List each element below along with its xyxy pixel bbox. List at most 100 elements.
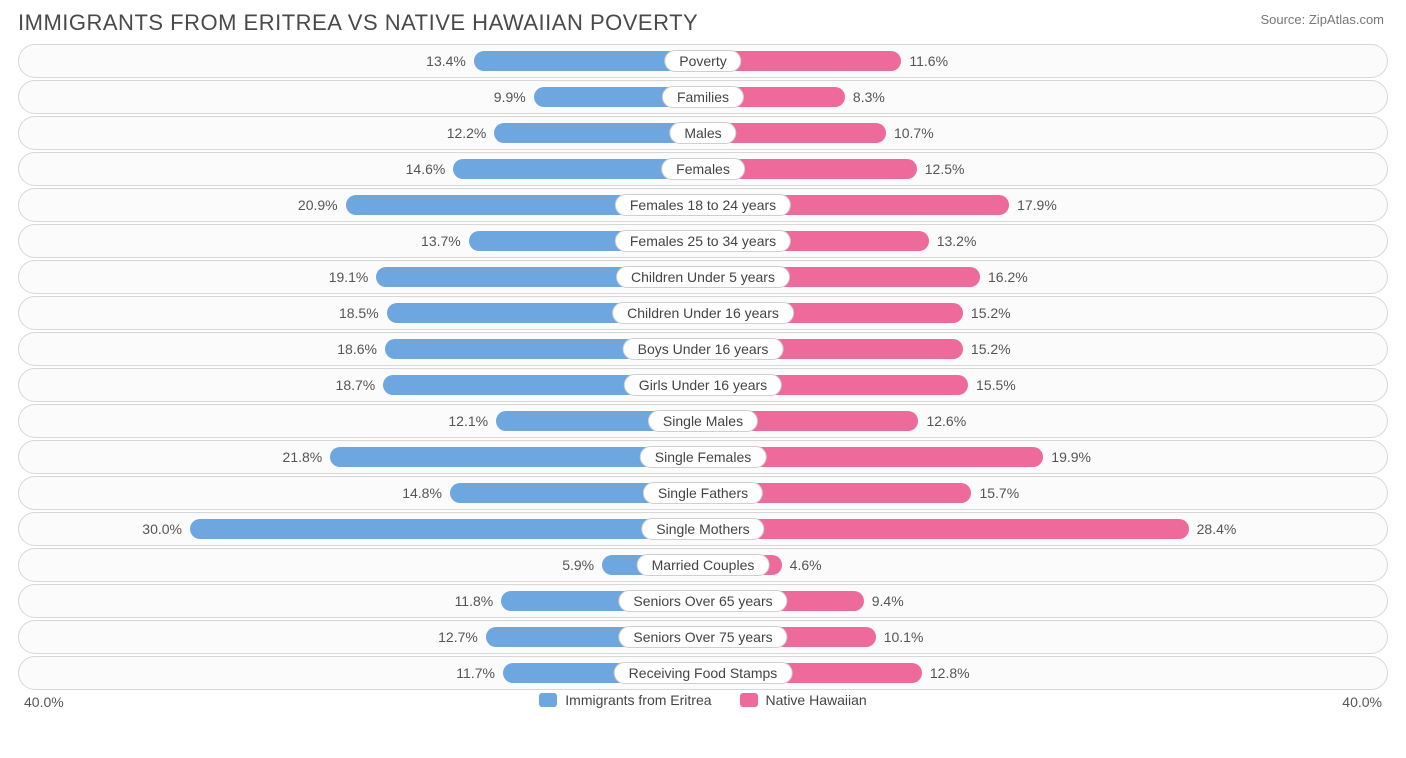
right-percent-label: 12.5% — [925, 161, 965, 177]
legend-swatch-right — [740, 693, 758, 707]
right-percent-label: 8.3% — [853, 89, 885, 105]
chart-row: 19.1%16.2%Children Under 5 years — [18, 260, 1388, 294]
left-percent-label: 9.9% — [494, 89, 526, 105]
chart-title: IMMIGRANTS FROM ERITREA VS NATIVE HAWAII… — [18, 10, 1388, 36]
legend-label-left: Immigrants from Eritrea — [565, 692, 711, 708]
chart-row: 20.9% 17.9% Females 18 to 24 years — [18, 188, 1388, 222]
row-left-half: 11.8% — [19, 585, 703, 617]
left-percent-label: 13.7% — [421, 233, 461, 249]
category-label: Males — [669, 122, 736, 144]
left-percent-label: 13.4% — [426, 53, 466, 69]
left-percent-label: 19.1% — [329, 269, 369, 285]
right-percent-label: 12.6% — [926, 413, 966, 429]
row-left-half: 18.5% — [19, 297, 703, 329]
chart-row: 12.2% 10.7% Males — [18, 116, 1388, 150]
category-label: Girls Under 16 years — [624, 374, 782, 396]
chart-row: 12.7% 10.1% Seniors Over 75 years — [18, 620, 1388, 654]
right-percent-label: 15.2% — [971, 305, 1011, 321]
row-left-half: 14.8% — [19, 477, 703, 509]
category-label: Families — [662, 86, 744, 108]
right-percent-label: 19.9% — [1051, 449, 1091, 465]
chart-row: 13.4% 11.6% Poverty — [18, 44, 1388, 78]
chart-row: 13.7% 13.2% Females 25 to 34 years — [18, 224, 1388, 258]
right-percent-label: 15.7% — [979, 485, 1019, 501]
category-label: Receiving Food Stamps — [614, 662, 793, 684]
row-right-half: 12.6% — [703, 405, 1387, 437]
row-left-half: 12.1% — [19, 405, 703, 437]
row-left-half: 30.0% — [19, 513, 703, 545]
left-percent-label: 12.7% — [438, 629, 478, 645]
right-percent-label: 15.2% — [971, 341, 1011, 357]
chart-row: 18.7% 15.5%Girls Under 16 years — [18, 368, 1388, 402]
row-left-half: 19.1% — [19, 261, 703, 293]
category-label: Single Females — [640, 446, 767, 468]
left-percent-label: 5.9% — [562, 557, 594, 573]
source-attribution: Source: ZipAtlas.com — [1260, 12, 1384, 27]
category-label: Females — [661, 158, 745, 180]
category-label: Females 18 to 24 years — [615, 194, 791, 216]
legend-swatch-left — [539, 693, 557, 707]
row-right-half: 12.8% — [703, 657, 1387, 689]
category-label: Married Couples — [637, 554, 770, 576]
row-right-half: 15.5% — [703, 369, 1387, 401]
left-percent-label: 12.1% — [448, 413, 488, 429]
left-percent-label: 11.8% — [455, 593, 494, 609]
left-percent-label: 18.7% — [336, 377, 376, 393]
row-right-half: 16.2% — [703, 261, 1387, 293]
left-bar — [190, 519, 703, 539]
row-left-half: 18.7% — [19, 369, 703, 401]
category-label: Single Fathers — [643, 482, 763, 504]
right-bar — [703, 519, 1189, 539]
category-label: Poverty — [664, 50, 741, 72]
row-right-half: 11.6% — [703, 45, 1387, 77]
row-right-half: 4.6% — [703, 549, 1387, 581]
chart-row: 9.9% 8.3% Families — [18, 80, 1388, 114]
left-percent-label: 30.0% — [142, 521, 182, 537]
right-percent-label: 13.2% — [937, 233, 977, 249]
right-percent-label: 16.2% — [988, 269, 1028, 285]
category-label: Females 25 to 34 years — [615, 230, 791, 252]
row-left-half: 20.9% — [19, 189, 703, 221]
left-percent-label: 11.7% — [456, 665, 495, 681]
left-percent-label: 12.2% — [447, 125, 487, 141]
row-left-half: 13.7% — [19, 225, 703, 257]
right-percent-label: 10.7% — [894, 125, 934, 141]
chart-row: 14.8% 15.7% Single Fathers — [18, 476, 1388, 510]
category-label: Boys Under 16 years — [623, 338, 784, 360]
axis-label-right: 40.0% — [1342, 694, 1382, 710]
category-label: Single Mothers — [641, 518, 764, 540]
row-right-half: 9.4% — [703, 585, 1387, 617]
row-right-half: 15.2% — [703, 333, 1387, 365]
category-label: Children Under 16 years — [612, 302, 794, 324]
row-right-half: 12.5% — [703, 153, 1387, 185]
row-left-half: 21.8% — [19, 441, 703, 473]
category-label: Seniors Over 75 years — [618, 626, 787, 648]
category-label: Seniors Over 65 years — [618, 590, 787, 612]
right-percent-label: 10.1% — [884, 629, 924, 645]
chart-row: 11.8% 9.4%Seniors Over 65 years — [18, 584, 1388, 618]
diverging-bar-chart: 13.4% 11.6% Poverty 9.9% 8.3% Families 12.2% 10… — [18, 44, 1388, 690]
chart-row: 30.0% 28.4% Single Mothers — [18, 512, 1388, 546]
chart-row: 18.5% 15.2% Children Under 16 years — [18, 296, 1388, 330]
row-left-half: 12.2% — [19, 117, 703, 149]
chart-row: 21.8% 19.9% Single Females — [18, 440, 1388, 474]
axis-label-left: 40.0% — [24, 694, 64, 710]
row-left-half: 13.4% — [19, 45, 703, 77]
right-percent-label: 17.9% — [1017, 197, 1057, 213]
chart-row: 18.6%15.2%Boys Under 16 years — [18, 332, 1388, 366]
row-right-half: 13.2% — [703, 225, 1387, 257]
left-percent-label: 20.9% — [298, 197, 338, 213]
right-percent-label: 11.6% — [909, 53, 948, 69]
row-right-half: 8.3% — [703, 81, 1387, 113]
row-right-half: 17.9% — [703, 189, 1387, 221]
row-right-half: 19.9% — [703, 441, 1387, 473]
row-right-half: 28.4% — [703, 513, 1387, 545]
row-left-half: 9.9% — [19, 81, 703, 113]
right-percent-label: 28.4% — [1197, 521, 1237, 537]
chart-row: 12.1%12.6%Single Males — [18, 404, 1388, 438]
legend: Immigrants from Eritrea Native Hawaiian — [18, 692, 1388, 708]
left-percent-label: 14.6% — [406, 161, 446, 177]
legend-item-right: Native Hawaiian — [740, 692, 867, 708]
row-left-half: 11.7% — [19, 657, 703, 689]
row-left-half: 12.7% — [19, 621, 703, 653]
